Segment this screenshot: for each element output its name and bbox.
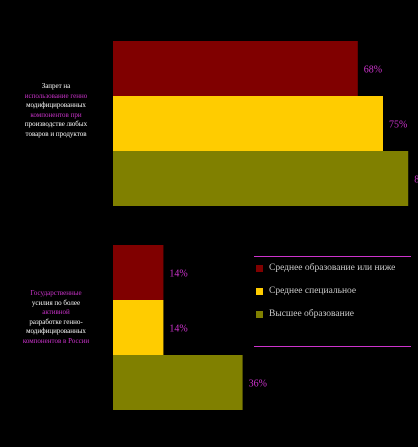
data-label: 14% (169, 269, 187, 280)
legend-swatch-vocational (256, 288, 263, 295)
legend-label-secondary: Среднее образование или ниже (269, 263, 396, 273)
legend-swatch-higher (256, 311, 263, 318)
category-label-line: активной (42, 308, 70, 316)
category-label-line: компонентов при (30, 110, 82, 119)
legend-swatch-secondary (256, 265, 263, 272)
legend-bottom-line (254, 346, 411, 347)
category-label-ban: Запрет на использование генно модифицирова… (6, 82, 106, 139)
data-label: 14% (169, 324, 187, 335)
bar (113, 151, 409, 206)
bar (113, 300, 164, 355)
legend-label-vocational: Среднее специальное (269, 286, 357, 296)
category-label-line: товаров и продуктов (25, 129, 87, 138)
category-label-line: разработке генно- (29, 317, 83, 326)
category-label-line: компонентов в России (22, 336, 90, 345)
legend: Среднее образование или ниже Среднее спе… (256, 262, 414, 331)
legend-label-higher: Высшее образование (269, 309, 355, 319)
bar (113, 41, 358, 96)
category-label-line: Запрет на (41, 82, 71, 90)
legend-item-higher: Высшее образование (256, 308, 414, 321)
legend-item-secondary: Среднее образование или ниже (256, 262, 414, 275)
bar (113, 245, 164, 300)
category-label-line: использование генно (24, 91, 88, 100)
category-label-line: производстве любых (24, 120, 88, 128)
data-label: 36% (249, 379, 267, 390)
category-label-line: модифицированных (26, 327, 86, 335)
category-label-line: модифицированных (26, 101, 86, 109)
data-label: 75% (389, 120, 407, 131)
category-label-state-efforts: Государственные усилия по более активной ра… (6, 289, 106, 346)
category-label-line: Государственные (30, 289, 82, 297)
bar (113, 96, 383, 151)
data-label: 68% (364, 65, 382, 76)
legend-item-vocational: Среднее специальное (256, 285, 414, 298)
bar (113, 355, 243, 410)
data-label: 82% (414, 175, 418, 186)
category-label-line: усилия по более (31, 298, 81, 307)
legend-top-line (254, 256, 411, 257)
